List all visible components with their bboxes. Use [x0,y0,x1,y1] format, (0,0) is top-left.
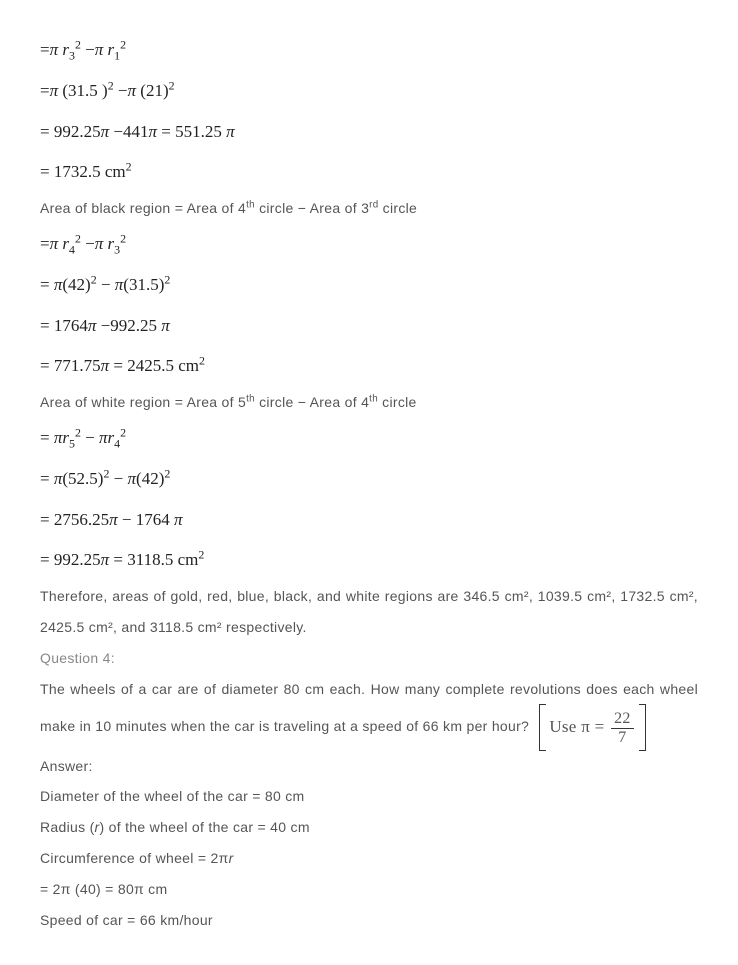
blue-eq2: =π (31.5 )2 −π (21)2 [40,71,698,112]
white-eq4: = 992.25π = 3118.5 cm2 [40,540,698,581]
blue-eq4: = 1732.5 cm2 [40,152,698,193]
blue-eq1: =π r32 −π r12 [40,30,698,71]
answer-line-3: Circumference of wheel = 2πr [40,843,698,874]
black-eq2: = π(42)2 − π(31.5)2 [40,265,698,306]
use-pi-formula: Use π = 227 [539,704,645,750]
answer-line-1: Diameter of the wheel of the car = 80 cm [40,781,698,812]
white-eq2: = π(52.5)2 − π(42)2 [40,459,698,500]
black-eq1: =π r42 −π r32 [40,224,698,265]
answer-line-2: Radius (r) of the wheel of the car = 40 … [40,812,698,843]
white-eq1: = πr52 − πr42 [40,418,698,459]
question-4-text: The wheels of a car are of diameter 80 c… [40,674,698,751]
black-eq3: = 1764π −992.25 π [40,306,698,347]
conclusion: Therefore, areas of gold, red, blue, bla… [40,581,698,643]
black-eq4: = 771.75π = 2425.5 cm2 [40,346,698,387]
answer-line-4: = 2π (40) = 80π cm [40,874,698,905]
white-intro: Area of white region = Area of 5th circl… [40,387,698,418]
black-intro: Area of black region = Area of 4th circl… [40,193,698,224]
question-4-label: Question 4: [40,643,698,674]
blue-eq3: = 992.25π −441π = 551.25 π [40,112,698,153]
answer-line-5: Speed of car = 66 km/hour [40,905,698,936]
answer-label: Answer: [40,751,698,782]
white-eq3: = 2756.25π − 1764 π [40,500,698,541]
